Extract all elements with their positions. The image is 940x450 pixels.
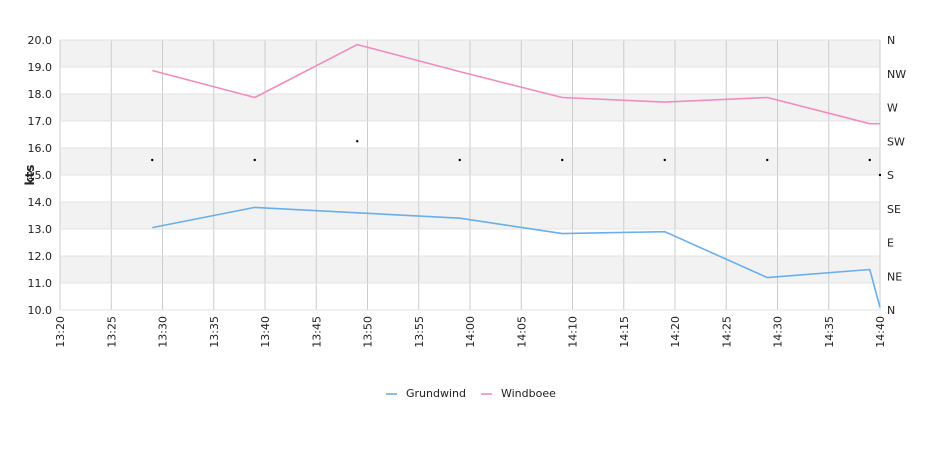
direction-point — [868, 158, 871, 162]
series-line-windboee — [152, 43, 880, 125]
direction-axis-ticks: N NE E SE S SW W NW N — [887, 34, 906, 317]
y-tick-label: 12.0 — [28, 250, 53, 263]
direction-point — [458, 158, 461, 162]
direction-tick-label: SW — [887, 135, 905, 148]
grid-lines — [59, 39, 881, 311]
direction-point — [766, 158, 769, 162]
x-axis-ticks: 13:20 13:25 13:30 13:35 13:40 13:45 13:50 13:55… — [54, 316, 887, 348]
series-line-grundwind — [152, 206, 881, 308]
legend-item-grundwind[interactable]: Grundwind — [406, 387, 466, 400]
x-tick-label: 14:00 — [464, 316, 477, 348]
y-tick-label: 18.0 — [28, 88, 53, 101]
direction-point — [151, 158, 154, 162]
x-tick-label: 14:15 — [618, 316, 631, 348]
direction-tick-label: N — [887, 304, 895, 317]
direction-tick-label: NE — [887, 270, 902, 283]
direction-tick-label: NW — [887, 68, 906, 81]
direction-point — [561, 158, 564, 162]
x-tick-label: 13:30 — [157, 316, 170, 348]
direction-point — [356, 140, 359, 143]
direction-tick-label: N — [887, 34, 895, 47]
series-lines — [152, 43, 881, 308]
x-tick-label: 13:40 — [259, 316, 272, 348]
y-tick-label: 13.0 — [28, 223, 53, 236]
direction-tick-label: W — [887, 102, 898, 115]
x-tick-label: 14:20 — [669, 316, 682, 348]
y-axis-title: kts — [23, 165, 37, 186]
y-tick-label: 11.0 — [28, 277, 53, 290]
y-axis-ticks: 10.0 11.0 12.0 13.0 14.0 15.0 16.0 17.0 18.0 19.0… — [28, 34, 53, 317]
legend-item-windboee[interactable]: Windboee — [501, 387, 556, 400]
direction-tick-label: SE — [887, 203, 901, 216]
x-tick-label: 13:35 — [208, 316, 221, 348]
y-tick-label: 15.0 — [28, 169, 53, 182]
x-tick-label: 14:05 — [515, 316, 528, 348]
y-tick-label: 16.0 — [28, 142, 53, 155]
direction-point — [663, 158, 666, 162]
direction-point — [253, 158, 256, 162]
x-tick-label: 14:25 — [720, 316, 733, 348]
x-tick-label: 13:55 — [413, 316, 426, 348]
x-tick-label: 14:35 — [823, 316, 836, 348]
x-tick-label: 13:45 — [310, 316, 323, 348]
y-tick-label: 14.0 — [28, 196, 53, 209]
x-tick-label: 13:20 — [54, 316, 67, 348]
x-tick-label: 14:10 — [567, 316, 580, 348]
legend: Grundwind Windboee — [386, 387, 556, 400]
direction-tick-label: S — [887, 169, 894, 182]
y-tick-label: 19.0 — [28, 61, 53, 74]
y-tick-label: 10.0 — [28, 304, 53, 317]
direction-markers — [151, 140, 882, 177]
x-tick-label: 14:30 — [772, 316, 785, 348]
y-tick-label: 20.0 — [28, 34, 53, 47]
direction-tick-label: E — [887, 237, 894, 250]
direction-point — [878, 173, 882, 177]
x-tick-label: 13:25 — [105, 316, 118, 348]
x-tick-label: 13:50 — [362, 316, 375, 348]
y-tick-label: 17.0 — [28, 115, 53, 128]
x-tick-label: 14:40 — [874, 316, 887, 348]
